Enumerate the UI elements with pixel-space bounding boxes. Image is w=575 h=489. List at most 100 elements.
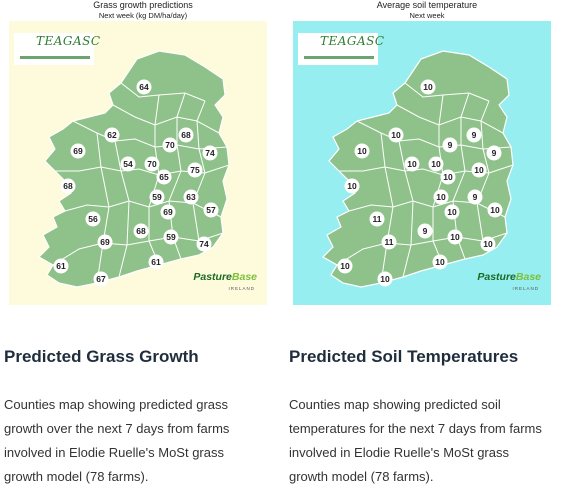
- county-value-badge: [377, 271, 393, 287]
- county-value-badge: [133, 223, 149, 239]
- county-value-badge: [388, 127, 404, 143]
- county-value-badge: [442, 137, 458, 153]
- county-value-text: 9: [472, 130, 477, 140]
- county-value-text: 61: [151, 257, 161, 267]
- county-value-text: 10: [357, 146, 367, 156]
- county-value-badge: [162, 137, 178, 153]
- county-value-badge: [136, 79, 152, 95]
- county-value-label: 69: [70, 143, 86, 159]
- county-value-label: 59: [149, 189, 165, 205]
- county-value-badge: [85, 211, 101, 227]
- pasturebase-logo: PastureBase: [477, 271, 541, 283]
- county-value-label: 54: [120, 156, 136, 172]
- county-value-label: 11: [381, 234, 397, 250]
- county-value-badge: [163, 229, 179, 245]
- county-value-badge: [144, 156, 160, 172]
- county-value-label: 9: [467, 189, 483, 205]
- county-value-text: 59: [152, 192, 162, 202]
- county-value-text: 69: [73, 146, 83, 156]
- county-value-label: 62: [104, 127, 120, 143]
- county-value-text: 9: [492, 148, 497, 158]
- county-value-text: 56: [88, 214, 98, 224]
- county-value-badge: [149, 189, 165, 205]
- county-value-label: 68: [178, 127, 194, 143]
- county-value-text: 10: [431, 159, 441, 169]
- soil-temperature-map[interactable]: TEAGASC 10 10 9 9 9 10 10 10 10 10 10 10 9 10 11 10 9 10 1…: [293, 21, 551, 305]
- county-value-text: 9: [448, 140, 453, 150]
- county-value-label: 65: [156, 169, 172, 185]
- county-value-text: 10: [340, 261, 350, 271]
- county-value-text: 10: [447, 207, 457, 217]
- county-value-badge: [60, 178, 76, 194]
- county-value-text: 62: [107, 130, 117, 140]
- county-value-badge: [467, 189, 483, 205]
- soil-temperature-card: Average soil temperature Next week TEAGA…: [289, 0, 561, 484]
- county-value-text: 10: [436, 192, 446, 202]
- county-value-label: 10: [471, 162, 487, 178]
- county-value-text: 75: [190, 165, 200, 175]
- county-value-label: 10: [377, 271, 393, 287]
- county-value-text: 10: [474, 165, 484, 175]
- county-value-badge: [183, 189, 199, 205]
- county-value-label: 10: [354, 143, 370, 159]
- county-value-label: 11: [369, 211, 385, 227]
- grass-heading: Predicted Grass Growth: [4, 347, 199, 366]
- county-value-badge: [447, 229, 463, 245]
- county-value-badge: [196, 236, 212, 252]
- grass-growth-map[interactable]: TEAGASC 64 62 68 74 70 69 54 70 75 65 68 59 63 57 56 69…: [9, 21, 267, 305]
- county-value-label: 10: [444, 204, 460, 220]
- county-value-text: 68: [63, 181, 73, 191]
- county-value-text: 11: [385, 237, 394, 247]
- county-value-label: 61: [53, 258, 69, 274]
- county-value-text: 57: [206, 205, 216, 215]
- county-value-label: 9: [442, 137, 458, 153]
- county-value-badge: [148, 254, 164, 270]
- county-value-text: 61: [56, 261, 66, 271]
- county-value-label: 10: [344, 178, 360, 194]
- ireland-outline: [38, 50, 230, 288]
- county-value-badge: [417, 223, 433, 239]
- county-value-text: 69: [163, 207, 173, 217]
- teagasc-logo: TEAGASC: [298, 33, 384, 65]
- grass-value-labels: 64 62 68 74 70 69 54 70 75 65 68 59 63 57 56 69 68 59 74 69…: [53, 79, 219, 287]
- county-value-label: 74: [202, 145, 218, 161]
- ireland-map-soil: [322, 50, 514, 288]
- county-value-badge: [160, 204, 176, 220]
- county-value-badge: [203, 202, 219, 218]
- county-value-label: 9: [486, 145, 502, 161]
- county-value-text: 59: [166, 232, 176, 242]
- county-value-text: 70: [165, 140, 175, 150]
- county-value-badge: [480, 236, 496, 252]
- county-value-badge: [354, 143, 370, 159]
- county-value-label: 68: [133, 223, 149, 239]
- county-value-text: 65: [159, 172, 169, 182]
- county-value-text: 10: [483, 239, 493, 249]
- county-value-label: 56: [85, 211, 101, 227]
- county-value-text: 64: [139, 82, 149, 92]
- county-value-badge: [97, 234, 113, 250]
- county-value-badge: [53, 258, 69, 274]
- county-value-badge: [440, 169, 456, 185]
- teagasc-wordmark: TEAGASC: [320, 34, 385, 48]
- county-value-text: 70: [147, 159, 157, 169]
- county-value-badge: [486, 145, 502, 161]
- county-value-text: 10: [407, 159, 417, 169]
- county-value-badge: [471, 162, 487, 178]
- county-value-badge: [93, 271, 109, 287]
- teagasc-wordmark: TEAGASC: [36, 34, 101, 48]
- county-value-badge: [432, 254, 448, 270]
- county-value-label: 63: [183, 189, 199, 205]
- county-value-badge: [433, 189, 449, 205]
- soil-map-title: Average soil temperature: [376, 0, 478, 10]
- county-value-badge: [202, 145, 218, 161]
- county-value-text: 11: [373, 214, 382, 224]
- soil-description: Counties map showing predicted soil temp…: [289, 397, 542, 484]
- county-value-text: 63: [186, 192, 196, 202]
- county-value-label: 57: [203, 202, 219, 218]
- county-value-label: 10: [404, 156, 420, 172]
- county-value-text: 54: [123, 159, 133, 169]
- county-value-text: 68: [181, 130, 191, 140]
- county-value-text: 10: [443, 172, 453, 182]
- county-value-badge: [404, 156, 420, 172]
